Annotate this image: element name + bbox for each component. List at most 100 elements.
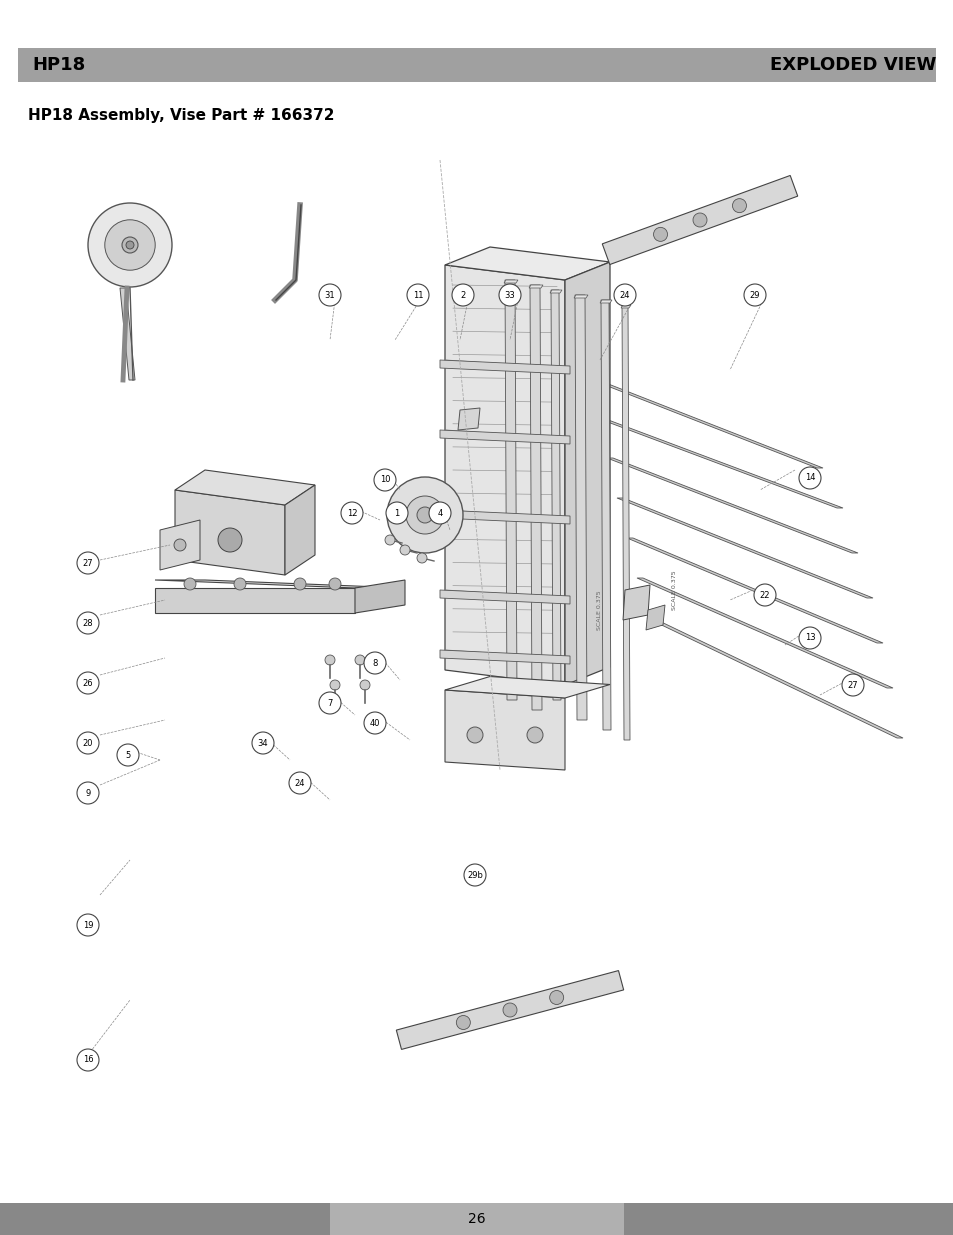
Circle shape	[692, 212, 706, 227]
Circle shape	[732, 199, 745, 212]
Circle shape	[653, 227, 667, 241]
Text: 7: 7	[327, 699, 333, 708]
Text: 34: 34	[257, 739, 268, 747]
Circle shape	[318, 692, 340, 714]
Polygon shape	[601, 175, 797, 264]
Polygon shape	[564, 262, 609, 685]
Circle shape	[467, 727, 482, 743]
Text: 13: 13	[803, 634, 815, 642]
Polygon shape	[617, 498, 872, 598]
Polygon shape	[444, 690, 564, 769]
Polygon shape	[355, 580, 405, 613]
Polygon shape	[174, 471, 314, 505]
Text: 31: 31	[324, 290, 335, 300]
Polygon shape	[174, 490, 285, 576]
Text: 40: 40	[370, 719, 380, 727]
Circle shape	[355, 655, 365, 664]
Circle shape	[406, 496, 443, 534]
Polygon shape	[503, 280, 517, 283]
Circle shape	[364, 713, 386, 734]
Circle shape	[330, 680, 339, 690]
Text: 19: 19	[83, 920, 93, 930]
Circle shape	[117, 743, 139, 766]
Polygon shape	[637, 578, 892, 688]
Polygon shape	[439, 430, 569, 445]
Polygon shape	[600, 300, 610, 730]
Text: 24: 24	[619, 290, 630, 300]
Circle shape	[429, 501, 451, 524]
Text: 2: 2	[460, 290, 465, 300]
Circle shape	[77, 914, 99, 936]
Polygon shape	[444, 247, 609, 280]
Circle shape	[359, 680, 370, 690]
Text: 27: 27	[847, 680, 858, 689]
Text: 8: 8	[372, 658, 377, 667]
Circle shape	[799, 467, 821, 489]
Polygon shape	[154, 588, 355, 613]
Polygon shape	[574, 295, 587, 298]
Text: 16: 16	[83, 1056, 93, 1065]
Circle shape	[88, 203, 172, 287]
Circle shape	[233, 578, 246, 590]
Text: 9: 9	[85, 788, 91, 798]
Text: 22: 22	[759, 590, 769, 599]
Polygon shape	[586, 378, 822, 468]
Circle shape	[452, 284, 474, 306]
Polygon shape	[504, 280, 517, 700]
Circle shape	[252, 732, 274, 755]
Circle shape	[218, 529, 242, 552]
Text: 1: 1	[394, 509, 399, 517]
Circle shape	[407, 284, 429, 306]
Polygon shape	[439, 590, 569, 604]
Polygon shape	[285, 485, 314, 576]
Text: HP18 Assembly, Vise Part # 166372: HP18 Assembly, Vise Part # 166372	[28, 107, 335, 124]
Circle shape	[364, 652, 386, 674]
Circle shape	[385, 535, 395, 545]
Circle shape	[753, 584, 775, 606]
Bar	[18, 48, 935, 82]
Circle shape	[526, 727, 542, 743]
Polygon shape	[395, 971, 623, 1050]
Polygon shape	[620, 305, 630, 308]
Text: EXPLODED VIEW: EXPLODED VIEW	[769, 56, 935, 74]
Circle shape	[374, 469, 395, 492]
Circle shape	[77, 613, 99, 634]
Polygon shape	[120, 288, 135, 380]
Bar	[0, 1203, 330, 1235]
Circle shape	[416, 508, 433, 522]
Polygon shape	[606, 458, 857, 553]
Circle shape	[463, 864, 485, 885]
Polygon shape	[439, 510, 569, 524]
Polygon shape	[444, 677, 609, 698]
Bar	[0, 1203, 953, 1235]
Text: 29b: 29b	[467, 871, 482, 879]
Polygon shape	[622, 585, 649, 620]
Polygon shape	[597, 417, 842, 508]
Text: 14: 14	[804, 473, 815, 483]
Text: SCALE 0.375: SCALE 0.375	[597, 590, 602, 630]
Circle shape	[105, 220, 155, 270]
Polygon shape	[551, 290, 560, 700]
Polygon shape	[599, 300, 612, 303]
Circle shape	[318, 284, 340, 306]
Polygon shape	[444, 266, 564, 685]
Circle shape	[77, 1049, 99, 1071]
Circle shape	[841, 674, 863, 697]
Text: 24: 24	[294, 778, 305, 788]
Circle shape	[77, 782, 99, 804]
Text: SCALE 0.375: SCALE 0.375	[672, 571, 677, 610]
Polygon shape	[550, 290, 561, 293]
Circle shape	[743, 284, 765, 306]
Text: 10: 10	[379, 475, 390, 484]
Polygon shape	[621, 305, 629, 740]
Polygon shape	[439, 650, 569, 664]
Polygon shape	[575, 295, 586, 720]
Circle shape	[549, 990, 563, 1004]
Circle shape	[387, 477, 462, 553]
Circle shape	[294, 578, 306, 590]
Circle shape	[77, 552, 99, 574]
Circle shape	[340, 501, 363, 524]
Circle shape	[498, 284, 520, 306]
Circle shape	[456, 1015, 470, 1030]
Polygon shape	[646, 618, 902, 739]
